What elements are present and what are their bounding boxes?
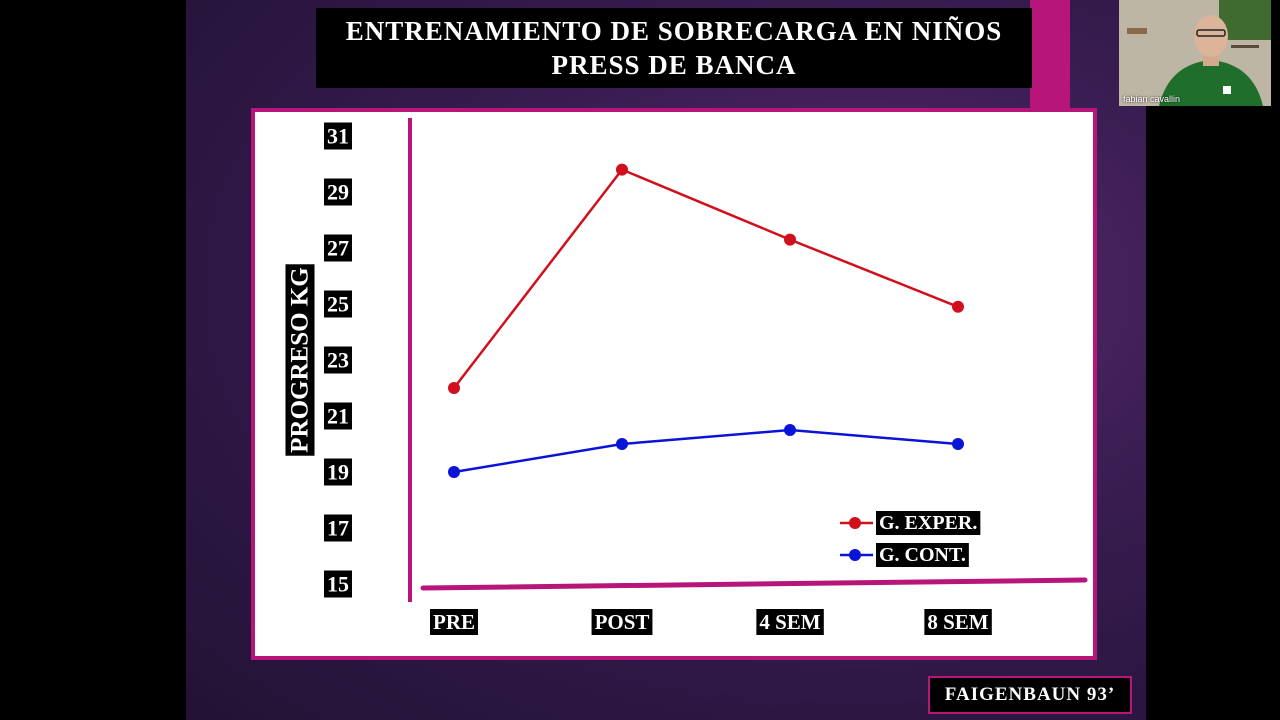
y-tick-label-bg	[324, 402, 352, 430]
y-tick-label-text: 19	[327, 460, 349, 485]
y-axis-label-group: PROGRESO KG	[285, 264, 315, 456]
chart-frame: PROGRESO KG 15 17 19 21 23 25 27 29 31 PRE POST 4 …	[251, 108, 1097, 660]
y-tick-label-bg	[324, 570, 352, 598]
x-tick-label-text: PRE	[433, 610, 475, 634]
y-tick-label: 15	[324, 570, 352, 598]
slide-title-line-2: PRESS DE BANCA	[551, 50, 797, 80]
webcam-thumbnail[interactable]: fabian cavallin	[1119, 0, 1271, 106]
participant-video	[1119, 0, 1271, 106]
y-tick-label-bg	[324, 514, 352, 542]
x-tick-label: PRE	[430, 609, 478, 635]
y-tick-label-bg	[324, 290, 352, 318]
y-tick-label-bg	[324, 458, 352, 486]
x-tick-label-text: POST	[595, 610, 650, 634]
y-axis-title-label: PROGRESO KG	[285, 264, 315, 456]
x-axis-line	[420, 577, 1088, 591]
y-tick-label-text: 29	[327, 180, 349, 205]
y-tick-label-bg	[324, 178, 352, 206]
data-point	[616, 163, 628, 176]
legend-item: G. CONT.	[840, 543, 969, 567]
data-point	[448, 382, 460, 394]
y-tick-label: 31	[324, 122, 352, 150]
x-tick-label-text: 4 SEM	[759, 610, 820, 634]
x-tick-label-text: 8 SEM	[927, 610, 988, 634]
y-tick-label: 25	[324, 290, 352, 318]
x-tick-labels: PRE POST 4 SEM 8 SEM	[430, 609, 992, 635]
y-tick-label: 19	[324, 458, 352, 486]
y-tick-label-text: 25	[327, 292, 349, 317]
chart-series	[448, 163, 964, 478]
y-tick-label: 21	[324, 402, 352, 430]
y-tick-label: 29	[324, 178, 352, 206]
slide-title-line-1: ENTRENAMIENTO DE SOBRECARGA EN NIÑOS	[345, 16, 1003, 46]
x-tick-label: 8 SEM	[924, 609, 992, 635]
y-tick-label: 17	[324, 514, 352, 542]
y-tick-label: 27	[324, 234, 352, 262]
series-line	[453, 168, 959, 389]
data-point	[784, 424, 796, 436]
y-tick-labels: 15 17 19 21 23 25 27 29 31	[324, 122, 352, 598]
legend-label-bg	[876, 511, 981, 535]
y-tick-label-text: 17	[327, 516, 349, 541]
slide-title: ENTRENAMIENTO DE SOBRECARGA EN NIÑOS PRE…	[316, 8, 1032, 88]
x-tick-label-bg	[430, 609, 478, 635]
legend-label: G. CONT.	[879, 544, 966, 566]
x-tick-label-bg	[756, 609, 824, 635]
legend-swatch-marker	[849, 549, 861, 561]
legend-label-bg	[876, 543, 969, 567]
y-tick-label-text: 21	[327, 404, 349, 429]
legend-item: G. EXPER.	[840, 511, 981, 535]
y-tick-label-text: 23	[327, 348, 349, 373]
data-point	[952, 300, 964, 313]
y-tick-label-text: 27	[327, 236, 349, 261]
x-tick-label: 4 SEM	[756, 609, 824, 635]
line-chart: PROGRESO KG 15 17 19 21 23 25 27 29 31 PRE POST 4 …	[285, 118, 1088, 635]
y-axis-title: PROGRESO KG	[285, 264, 315, 456]
y-tick-label-bg	[324, 234, 352, 262]
series-line	[453, 428, 959, 474]
x-tick-label: POST	[591, 609, 653, 635]
title-accent-bar	[1030, 0, 1070, 112]
data-point	[616, 438, 628, 450]
data-point	[784, 233, 796, 246]
legend-label: G. EXPER.	[879, 512, 977, 534]
y-tick-label: 23	[324, 346, 352, 374]
data-point	[448, 466, 460, 478]
data-point	[952, 438, 964, 450]
chart-legend: G. EXPER. G. CONT.	[840, 511, 981, 567]
y-axis-title-label-bg	[285, 264, 315, 456]
x-tick-label-bg	[591, 609, 653, 635]
participant-name: fabian cavallin	[1123, 94, 1181, 104]
x-tick-label-bg	[924, 609, 992, 635]
y-tick-label-bg	[324, 346, 352, 374]
legend-swatch-marker	[849, 517, 861, 529]
y-tick-label-bg	[324, 122, 352, 150]
y-tick-label-text: 31	[327, 124, 349, 149]
citation-badge: FAIGENBAUN 93’	[928, 676, 1132, 714]
y-tick-label-text: 15	[327, 572, 349, 597]
y-axis-title-label-text: PROGRESO KG	[287, 267, 314, 452]
